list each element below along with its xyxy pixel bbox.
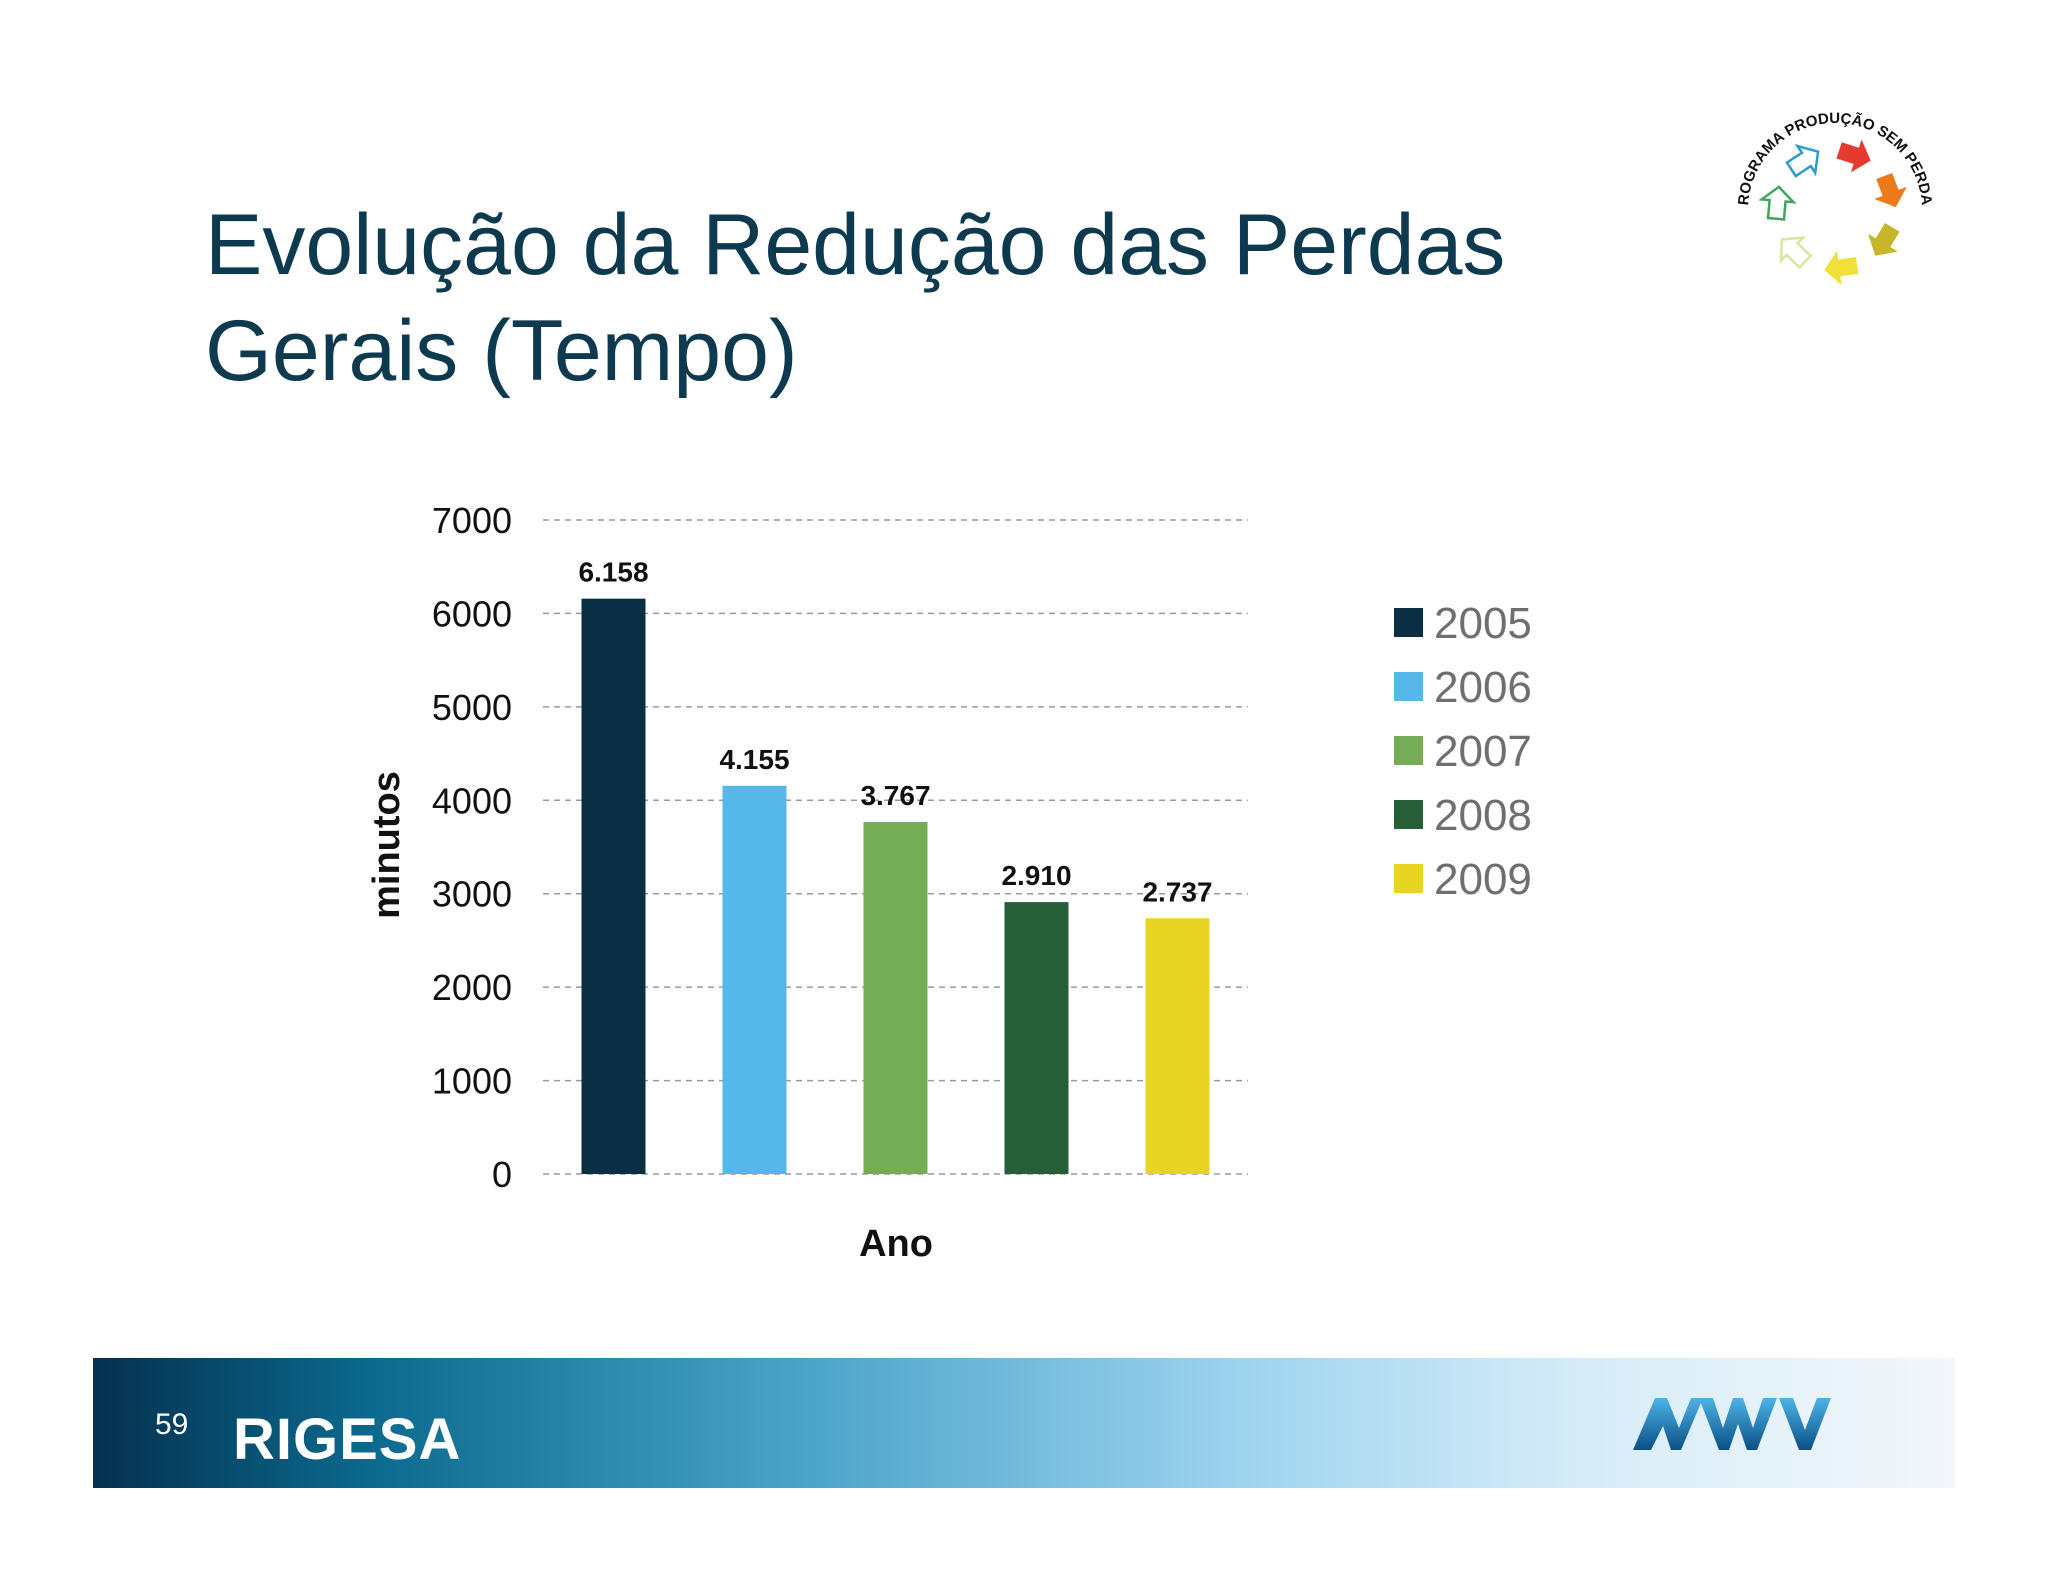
logo-arrow [1824, 250, 1859, 286]
logo-arrow [1836, 139, 1871, 173]
chart-data-labels: 6.158 4.155 3.767 2.910 2.737 [578, 557, 1212, 908]
chart-legend: 2005 2006 2007 2008 2009 [1394, 599, 1532, 904]
slide-title-line-2: Gerais (Tempo) [205, 303, 798, 399]
slide-title: Evolução da Redução das Perdas Gerais (T… [205, 192, 1605, 404]
logo-arrow [1758, 185, 1797, 221]
legend-swatch [1394, 864, 1423, 893]
data-label: 6.158 [578, 557, 648, 588]
data-label: 4.155 [719, 744, 789, 775]
logo-arrow [1785, 143, 1820, 178]
page-number: 59 [155, 1408, 189, 1441]
bar-2007 [863, 822, 928, 1174]
legend-label: 2007 [1434, 727, 1532, 776]
bar-2006 [722, 785, 787, 1174]
data-label: 2.737 [1142, 876, 1212, 907]
legend-swatch [1394, 672, 1423, 701]
y-tick-label: 7000 [432, 500, 512, 541]
y-tick-label: 2000 [432, 967, 512, 1008]
logo-arrow [1779, 236, 1813, 270]
legend-label: 2008 [1434, 791, 1532, 840]
y-tick-label: 4000 [432, 780, 512, 821]
chart-bars [581, 598, 1210, 1174]
legend-swatch [1394, 736, 1423, 765]
bar-2009 [1145, 918, 1210, 1174]
legend-swatch [1394, 800, 1423, 829]
x-axis-title: Ano [859, 1223, 933, 1265]
legend-label: 2006 [1434, 663, 1532, 712]
logo-arrow [1874, 173, 1907, 208]
mwv-logo [1633, 1398, 1831, 1450]
bar-2008 [1004, 902, 1069, 1174]
bar-2005 [581, 598, 646, 1174]
logo-arrow [1868, 222, 1900, 256]
bar-chart: 0 1000 2000 3000 4000 5000 6000 7000 6.158 4.155… [366, 500, 1532, 1265]
slide-title-line-1: Evolução da Redução das Perdas [205, 197, 1506, 293]
y-axis-ticks: 0 1000 2000 3000 4000 5000 6000 7000 [432, 500, 512, 1195]
legend-swatch [1394, 608, 1423, 637]
y-tick-label: 1000 [432, 1061, 512, 1102]
logo-arrows [1758, 139, 1907, 286]
programa-producao-logo: PROGRAMA PRODUÇÃO SEM PERDAS [1720, 90, 1935, 286]
y-axis-title: minutos [366, 771, 408, 919]
footer-band: 59 RIGESA [93, 1358, 1955, 1488]
y-tick-label: 3000 [432, 874, 512, 915]
data-label: 3.767 [860, 780, 930, 811]
rigesa-logo: RIGESA [233, 1407, 462, 1472]
legend-label: 2009 [1434, 855, 1532, 904]
y-tick-label: 5000 [432, 687, 512, 728]
data-label: 2.910 [1001, 860, 1071, 891]
legend-label: 2005 [1434, 599, 1532, 648]
y-tick-label: 0 [492, 1154, 512, 1195]
y-tick-label: 6000 [432, 593, 512, 634]
